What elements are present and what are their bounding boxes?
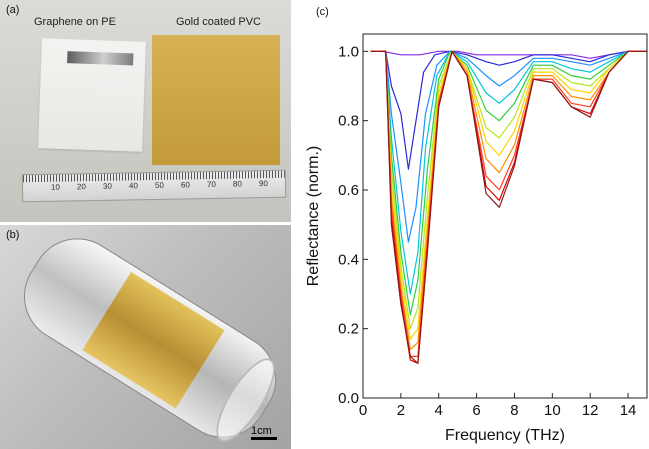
- x-tick-label: 8: [510, 402, 518, 419]
- photo-gold-wrapped-tube: (b) 1cm: [0, 225, 291, 449]
- scale-bar-label: 1cm: [251, 425, 272, 437]
- y-axis-label: Reflectance (norm.): [305, 146, 322, 287]
- x-tick-label: 0: [359, 402, 367, 419]
- y-tick-label: 1.0: [338, 43, 359, 60]
- ruler: 10 20 30 40 50 60 70 80 90: [21, 169, 287, 203]
- panel-label-b: (b): [6, 229, 20, 241]
- ruler-number: 80: [232, 179, 242, 189]
- ruler-number: 10: [50, 182, 60, 192]
- ruler-number: 70: [206, 179, 216, 190]
- ruler-number: 20: [76, 182, 86, 192]
- series-line: [370, 50, 647, 351]
- x-tick-label: 14: [620, 402, 637, 419]
- glass-tube: [6, 225, 291, 449]
- ruler-number: 50: [154, 180, 164, 190]
- series-line: [370, 50, 647, 170]
- scale-bar: [251, 437, 277, 440]
- series-line: [370, 50, 647, 340]
- ruler-number: 40: [128, 181, 138, 191]
- caption-gold-coated-pvc: Gold coated PVC: [176, 16, 261, 28]
- graphene-strip: [67, 51, 134, 66]
- series-line: [370, 50, 647, 330]
- x-tick-label: 12: [582, 402, 599, 419]
- panel-label-c: (c): [316, 6, 329, 18]
- gold-pvc-sample: [152, 35, 280, 165]
- caption-graphene-on-pe: Graphene on PE: [34, 16, 116, 28]
- series-line: [370, 50, 647, 59]
- photo-graphene-and-gold-films: (a) Graphene on PE Gold coated PVC 10 20…: [0, 0, 291, 222]
- x-tick-label: 6: [472, 402, 480, 419]
- y-tick-label: 0.6: [338, 182, 359, 199]
- pe-film-sample: [38, 38, 146, 152]
- series-line: [370, 50, 647, 316]
- y-tick-label: 0.2: [338, 321, 359, 338]
- series-line: [370, 50, 647, 295]
- y-tick-label: 0.4: [338, 251, 359, 268]
- panel-label-a: (a): [6, 4, 20, 16]
- reflectance-chart-panel: (c) 0 2 4 6 8 10 12 14 0.0 0.2 0.4 0.6 0.8 1.0 Frequen…: [300, 0, 649, 449]
- y-tick-label: 0.8: [338, 113, 359, 130]
- series-line: [370, 50, 647, 243]
- x-axis-label: Frequency (THz): [445, 427, 565, 444]
- plot-frame: [362, 33, 648, 399]
- x-tick-label: 2: [397, 402, 405, 419]
- tube-end-cap: [205, 350, 286, 449]
- series-line: [370, 50, 647, 364]
- ruler-number: 30: [102, 181, 112, 191]
- ruler-number: 90: [258, 179, 268, 189]
- ruler-number: 60: [180, 180, 190, 190]
- series-line: [370, 50, 647, 357]
- x-tick-label: 10: [544, 402, 561, 419]
- gold-foil-wrap: [82, 271, 225, 409]
- ruler-ticks: [22, 170, 285, 183]
- reflectance-chart: 0 2 4 6 8 10 12 14 0.0 0.2 0.4 0.6 0.8 1.0 Frequency (…: [305, 33, 648, 444]
- x-tick-label: 4: [435, 402, 443, 419]
- y-tick-label: 0.0: [338, 390, 359, 407]
- series-line: [370, 50, 647, 364]
